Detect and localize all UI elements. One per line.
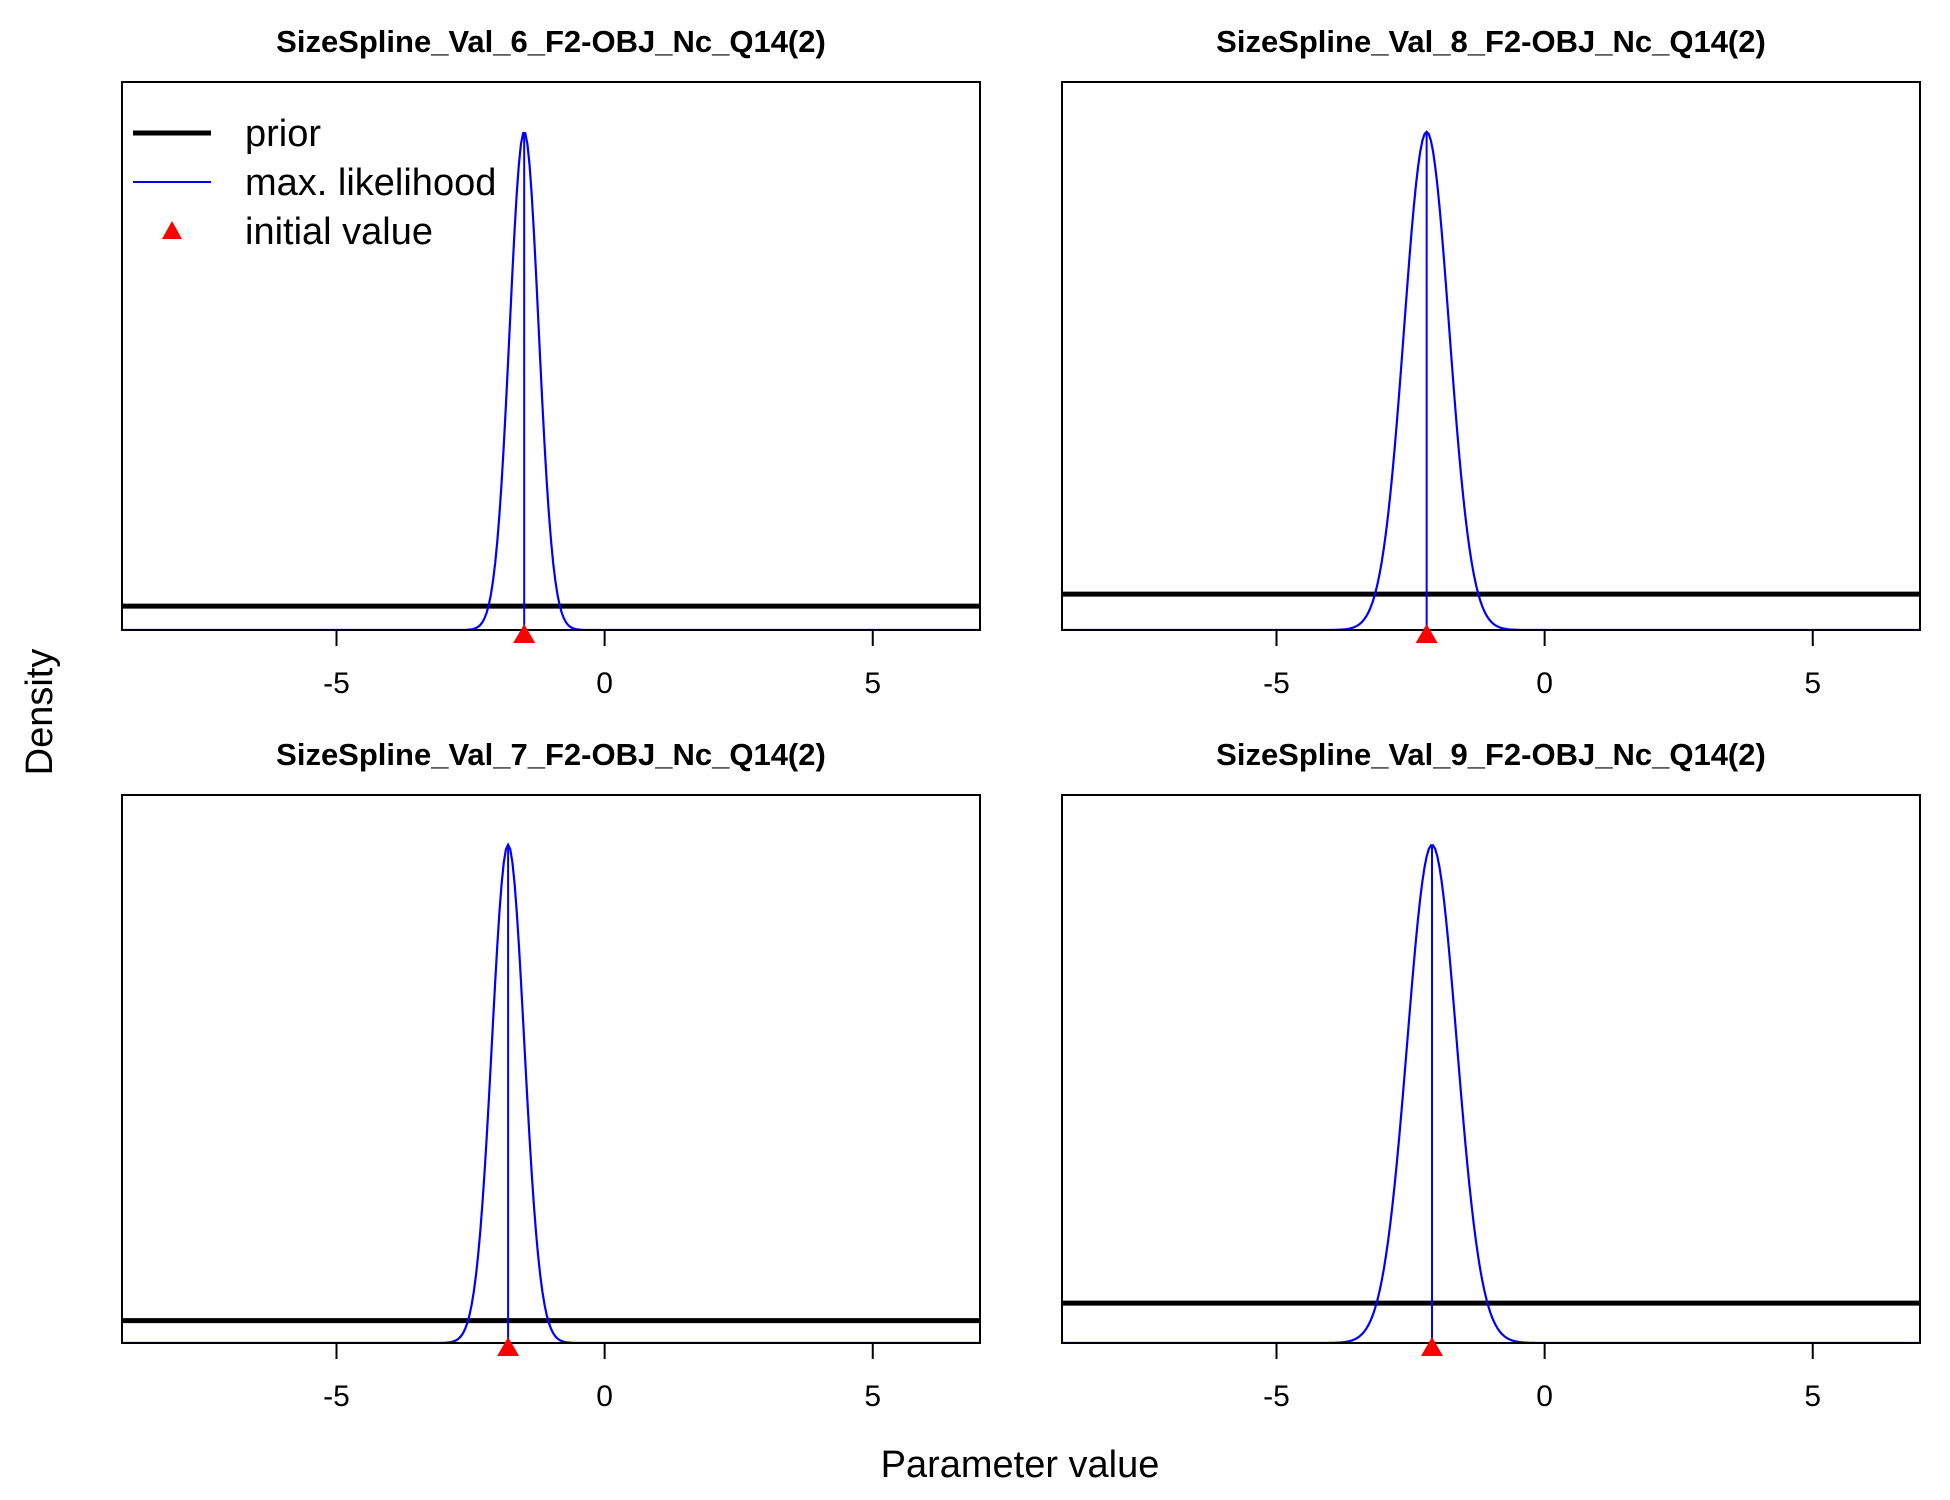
- panels: SizeSpline_Val_6_F2-OBJ_Nc_Q14(2)-5 0 5Siz…: [121, 24, 1921, 1413]
- legend-item-2: max. likelihood: [133, 162, 496, 204]
- plot-frame: [1061, 794, 1921, 1344]
- initial-value-marker: [1415, 624, 1438, 643]
- x-tick-label: 5: [864, 1380, 881, 1413]
- mle-curve: [1062, 844, 1920, 1343]
- x-tick-label: 0: [596, 667, 613, 700]
- panel-4: SizeSpline_Val_9_F2-OBJ_Nc_Q14(2) -5 0 5: [1061, 737, 1921, 1413]
- x-tick-label: 0: [1536, 667, 1553, 700]
- legend-label: prior: [245, 113, 321, 155]
- x-tick-label: -5: [1263, 1380, 1290, 1413]
- legend-label: initial value: [245, 211, 433, 253]
- panel-title: SizeSpline_Val_7_F2-OBJ_Nc_Q14(2): [276, 737, 826, 772]
- legend-swatch-initial: [162, 221, 182, 239]
- plot-frame: [1061, 81, 1921, 631]
- x-tick-label: 5: [1804, 667, 1821, 700]
- mle-curve: [122, 132, 980, 630]
- panel-title: SizeSpline_Val_9_F2-OBJ_Nc_Q14(2): [1216, 737, 1766, 772]
- initial-value-marker: [497, 1337, 520, 1356]
- x-tick-label: 0: [1536, 1380, 1553, 1413]
- panel-title: SizeSpline_Val_8_F2-OBJ_Nc_Q14(2): [1216, 24, 1766, 59]
- legend-item-3: initial value: [162, 211, 433, 253]
- initial-value-marker: [1421, 1337, 1444, 1356]
- x-axis-label: Parameter value: [881, 1444, 1160, 1486]
- x-tick-label: 5: [864, 667, 881, 700]
- y-axis-label: Density: [19, 649, 61, 776]
- plot-frame: [121, 794, 981, 1344]
- legend: prior max. likelihood initial value: [133, 113, 496, 253]
- legend-label: max. likelihood: [245, 162, 496, 204]
- panel-title: SizeSpline_Val_6_F2-OBJ_Nc_Q14(2): [276, 24, 826, 59]
- x-tick-label: -5: [323, 1380, 350, 1413]
- mle-curve: [122, 842, 980, 1343]
- mle-curve: [1062, 130, 1920, 630]
- initial-value-marker: [513, 624, 536, 643]
- x-tick-label: -5: [323, 667, 350, 700]
- x-tick-label: -5: [1263, 667, 1290, 700]
- panel-1: SizeSpline_Val_6_F2-OBJ_Nc_Q14(2) -5 0 5: [121, 24, 981, 700]
- x-tick-label: 0: [596, 1380, 613, 1413]
- x-tick-label: 5: [1804, 1380, 1821, 1413]
- panel-2: SizeSpline_Val_8_F2-OBJ_Nc_Q14(2) -5 0 5: [1061, 24, 1921, 700]
- plot-frame: [121, 81, 981, 631]
- legend-item-1: prior: [133, 113, 321, 155]
- panel-3: SizeSpline_Val_7_F2-OBJ_Nc_Q14(2) -5 0 5: [121, 737, 981, 1413]
